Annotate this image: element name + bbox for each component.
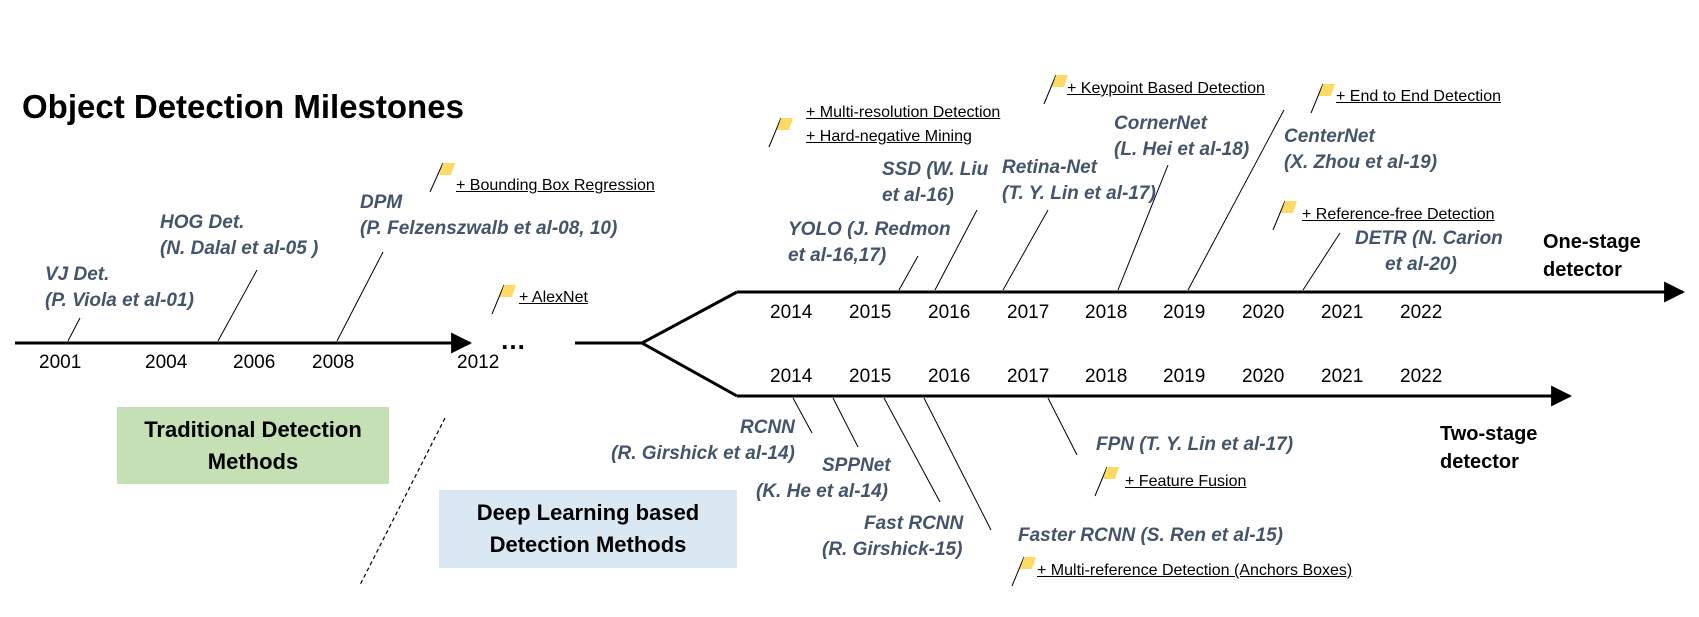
method-hog: HOG Det. (N. Dalal et al-05 )	[160, 210, 318, 262]
method-ref: (P. Felzenszwalb et al-08, 10)	[360, 218, 618, 239]
method-retina: Retina-Net (T. Y. Lin et al-17)	[1002, 155, 1156, 207]
method-name: CenterNet	[1284, 126, 1375, 147]
flag-text-bbox-regression: + Bounding Box Regression	[456, 177, 655, 194]
method-name: RCNN	[740, 417, 795, 438]
era-separator	[359, 417, 446, 586]
one-stage-line1: One-stage	[1543, 231, 1641, 253]
year-label: 2008	[312, 352, 355, 373]
ellipsis: …	[500, 325, 526, 355]
method-name: Retina-Net	[1002, 157, 1098, 178]
flag-icon	[429, 162, 455, 193]
year-label: 2021	[1321, 302, 1364, 323]
year-label: 2016	[928, 302, 971, 323]
one-stage-detector-label-2: detector	[1543, 259, 1622, 281]
flag-icon	[768, 117, 793, 148]
method-detr: DETR (N. Carion et al-20)	[1355, 226, 1503, 278]
year-label: 2016	[928, 366, 971, 387]
method-name: HOG Det.	[160, 212, 245, 233]
method-ref: (N. Dalal et al-05 )	[160, 238, 319, 259]
method-vj: VJ Det. (P. Viola et al-01)	[45, 262, 194, 314]
year-label: 2022	[1400, 302, 1443, 323]
flag-markers	[429, 74, 1335, 587]
flag-text-anchors: + Multi-reference Detection (Anchors Box…	[1037, 562, 1353, 579]
method-ssd: SSD (W. Liu et al-16)	[882, 157, 988, 209]
method-yolo: YOLO (J. Redmon et al-16,17)	[788, 217, 951, 269]
year-label: 2020	[1242, 302, 1285, 323]
two-stage-detector-label: Two-stage	[1440, 423, 1538, 445]
method-sppnet: SPPNet (K. He et al-14)	[756, 453, 891, 505]
year-label: 2015	[849, 302, 892, 323]
method-ref: et al-16)	[882, 185, 954, 206]
method-name: CornerNet	[1114, 113, 1207, 134]
method-ref: (L. Hei et al-18)	[1114, 139, 1250, 160]
year-label: 2019	[1163, 366, 1206, 387]
flag-icon	[1011, 556, 1036, 587]
flag-text-alexnet: + AlexNet	[519, 289, 588, 306]
method-ref: (T. Y. Lin et al-17)	[1002, 183, 1156, 204]
method-fpn: FPN (T. Y. Lin et al-17)	[1096, 434, 1294, 455]
method-centernet: CenterNet (X. Zhou et al-19)	[1284, 124, 1437, 176]
year-label: 2017	[1007, 366, 1050, 387]
method-name: SSD (W. Liu	[882, 159, 989, 180]
flag-icon	[1094, 466, 1119, 497]
year-label: 2014	[770, 302, 813, 323]
deep-learning-methods-box: Deep Learning based Detection Methods	[439, 490, 737, 568]
flag-icon	[491, 284, 516, 315]
year-label: 2014	[770, 366, 813, 387]
method-fasterrcnn: Faster RCNN (S. Ren et al-15)	[1018, 525, 1284, 546]
flag-text-hardneg: + Hard-negative Mining	[806, 128, 972, 145]
year-label: 2015	[849, 366, 892, 387]
year-label: 2021	[1321, 366, 1364, 387]
year-label: 2004	[145, 352, 188, 373]
flag-text-e2e: + End to End Detection	[1336, 88, 1501, 105]
year-label: 2017	[1007, 302, 1050, 323]
year-label: 2006	[233, 352, 276, 373]
method-fastrcnn: Fast RCNN (R. Girshick-15)	[822, 511, 963, 563]
method-name: SPPNet	[822, 455, 891, 476]
method-ref: (X. Zhou et al-19)	[1284, 152, 1438, 173]
two-stage-detector-label-2: detector	[1440, 451, 1519, 473]
flag-text-keypoint: + Keypoint Based Detection	[1067, 80, 1265, 97]
method-ref: et al-16,17)	[788, 245, 887, 266]
flag-icon	[1043, 74, 1068, 105]
method-cornernet: CornerNet (L. Hei et al-18)	[1114, 111, 1249, 163]
year-label: 2019	[1163, 302, 1206, 323]
year-label: 2012	[457, 352, 500, 373]
method-ref: (R. Girshick-15)	[822, 539, 963, 560]
flag-text-feature-fusion: + Feature Fusion	[1125, 473, 1247, 490]
flag-text-multires: + Multi-resolution Detection	[806, 104, 1001, 121]
page-title: Object Detection Milestones	[22, 88, 464, 125]
flag-text-reffree: + Reference-free Detection	[1302, 206, 1495, 223]
year-label: 2020	[1242, 366, 1285, 387]
method-rcnn: RCNN (R. Girshick et al-14)	[608, 415, 795, 467]
method-name: DPM	[360, 192, 403, 213]
year-label: 2018	[1085, 302, 1128, 323]
branch-lines	[638, 290, 738, 398]
one-stage-detector-label: One-stage	[1543, 228, 1641, 256]
method-name: YOLO (J. Redmon	[788, 219, 951, 240]
method-name: DETR (N. Carion	[1355, 228, 1503, 249]
method-dpm: DPM (P. Felzenszwalb et al-08, 10)	[360, 190, 617, 242]
year-label: 2022	[1400, 366, 1443, 387]
flag-icon	[1310, 83, 1335, 114]
year-label: 2018	[1085, 366, 1128, 387]
flag-icon	[1272, 200, 1297, 231]
method-ref: et al-20)	[1385, 254, 1457, 275]
method-name: VJ Det.	[45, 264, 110, 285]
method-ref: (P. Viola et al-01)	[45, 290, 194, 311]
leader-lines	[67, 109, 1341, 531]
method-name: Fast RCNN	[864, 513, 964, 534]
traditional-methods-box: Traditional Detection Methods	[117, 407, 389, 484]
method-ref: (R. Girshick et al-14)	[611, 443, 795, 464]
year-label: 2001	[39, 352, 82, 373]
method-ref: (K. He et al-14)	[756, 481, 888, 502]
